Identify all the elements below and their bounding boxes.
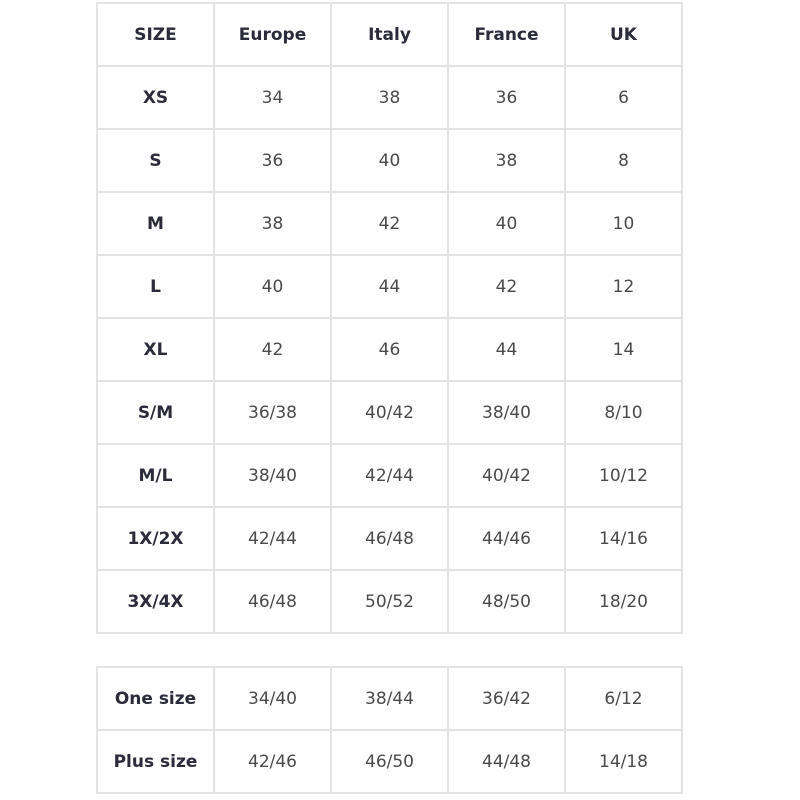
table-cell: 10/12 (564, 443, 683, 508)
size-label-cell: XS (96, 65, 215, 130)
table-cell: 42/46 (213, 729, 332, 794)
one-plus-size-table: One size 34/40 38/44 36/42 6/12 Plus size 42/4… (96, 666, 683, 794)
table-cell: 34/40 (213, 666, 332, 731)
size-label-cell: XL (96, 317, 215, 382)
table-cell: 42 (213, 317, 332, 382)
size-label-cell: S/M (96, 380, 215, 445)
table-row: XL 42 46 44 14 (96, 317, 683, 382)
size-label-cell: M (96, 191, 215, 256)
table-row: M/L 38/40 42/44 40/42 10/12 (96, 443, 683, 508)
table-cell: 6 (564, 65, 683, 130)
table-cell: 44/46 (447, 506, 566, 571)
table-cell: 40 (213, 254, 332, 319)
size-label-cell: 1X/2X (96, 506, 215, 571)
table-cell: 8/10 (564, 380, 683, 445)
column-header: Europe (213, 2, 332, 67)
table-row: 3X/4X 46/48 50/52 48/50 18/20 (96, 569, 683, 634)
table-cell: 50/52 (330, 569, 449, 634)
table-cell: 48/50 (447, 569, 566, 634)
table-cell: 42/44 (213, 506, 332, 571)
table-cell: 38/40 (447, 380, 566, 445)
column-header: Italy (330, 2, 449, 67)
table-cell: 38 (213, 191, 332, 256)
table-cell: 44 (330, 254, 449, 319)
table-row: S/M 36/38 40/42 38/40 8/10 (96, 380, 683, 445)
table-cell: 42 (330, 191, 449, 256)
header-row: SIZE Europe Italy France UK (96, 2, 683, 67)
table-row: XS 34 38 36 6 (96, 65, 683, 130)
size-label-cell: 3X/4X (96, 569, 215, 634)
table-row: L 40 44 42 12 (96, 254, 683, 319)
table-cell: 36/38 (213, 380, 332, 445)
size-label-cell: One size (96, 666, 215, 731)
table-cell: 18/20 (564, 569, 683, 634)
table-cell: 36 (213, 128, 332, 193)
size-label-cell: L (96, 254, 215, 319)
table-cell: 14/18 (564, 729, 683, 794)
table-cell: 6/12 (564, 666, 683, 731)
table-cell: 8 (564, 128, 683, 193)
table-cell: 40 (330, 128, 449, 193)
table-cell: 40/42 (447, 443, 566, 508)
table-cell: 42 (447, 254, 566, 319)
table-cell: 38 (447, 128, 566, 193)
size-label-cell: M/L (96, 443, 215, 508)
table-cell: 34 (213, 65, 332, 130)
table-cell: 14 (564, 317, 683, 382)
column-header: UK (564, 2, 683, 67)
size-label-cell: S (96, 128, 215, 193)
table-cell: 46/48 (330, 506, 449, 571)
table-cell: 42/44 (330, 443, 449, 508)
table-cell: 14/16 (564, 506, 683, 571)
table-cell: 46 (330, 317, 449, 382)
size-chart-table: SIZE Europe Italy France UK XS 34 38 36 6 S 36 40 38 8… (96, 2, 683, 634)
table-cell: 38 (330, 65, 449, 130)
size-label-cell: Plus size (96, 729, 215, 794)
column-header: France (447, 2, 566, 67)
table-cell: 38/44 (330, 666, 449, 731)
table-cell: 46/50 (330, 729, 449, 794)
table-row: Plus size 42/46 46/50 44/48 14/18 (96, 729, 683, 794)
table-cell: 44/48 (447, 729, 566, 794)
table-cell: 10 (564, 191, 683, 256)
column-header: SIZE (96, 2, 215, 67)
table-cell: 46/48 (213, 569, 332, 634)
table-cell: 36 (447, 65, 566, 130)
table-cell: 36/42 (447, 666, 566, 731)
table-cell: 40 (447, 191, 566, 256)
table-row: 1X/2X 42/44 46/48 44/46 14/16 (96, 506, 683, 571)
table-cell: 38/40 (213, 443, 332, 508)
table-row: M 38 42 40 10 (96, 191, 683, 256)
table-cell: 40/42 (330, 380, 449, 445)
table-cell: 12 (564, 254, 683, 319)
table-row: One size 34/40 38/44 36/42 6/12 (96, 666, 683, 731)
table-cell: 44 (447, 317, 566, 382)
table-row: S 36 40 38 8 (96, 128, 683, 193)
